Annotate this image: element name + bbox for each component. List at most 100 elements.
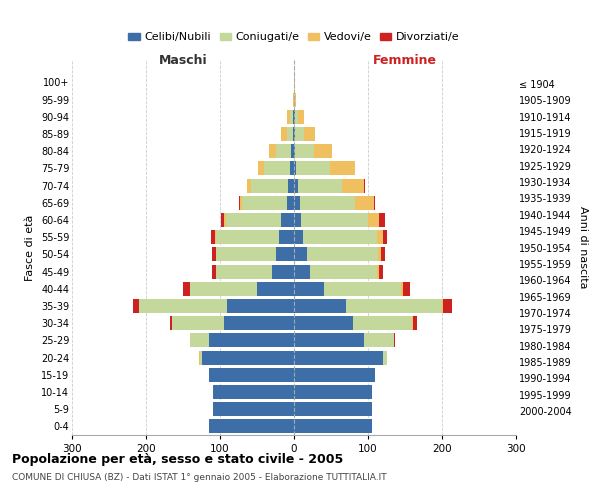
Bar bbox=[346, 299, 442, 313]
Legend: Celibi/Nubili, Coniugati/e, Vedovi/e, Divorziati/e: Celibi/Nubili, Coniugati/e, Vedovi/e, Di… bbox=[124, 28, 464, 47]
Y-axis label: Anni di nascita: Anni di nascita bbox=[578, 206, 589, 289]
Bar bbox=[294, 230, 303, 244]
Bar bbox=[294, 264, 310, 278]
Text: Femmine: Femmine bbox=[373, 54, 437, 67]
Bar bbox=[295, 144, 314, 158]
Bar bbox=[212, 402, 294, 416]
Bar bbox=[355, 196, 374, 210]
Bar bbox=[301, 213, 368, 227]
Bar bbox=[215, 248, 216, 262]
Bar bbox=[379, 213, 385, 227]
Bar bbox=[443, 299, 452, 313]
Bar bbox=[353, 316, 412, 330]
Bar bbox=[294, 402, 372, 416]
Bar bbox=[212, 248, 215, 262]
Bar bbox=[294, 368, 376, 382]
Bar bbox=[281, 213, 294, 227]
Bar bbox=[269, 144, 276, 158]
Bar bbox=[281, 127, 287, 141]
Bar bbox=[170, 316, 172, 330]
Bar bbox=[215, 264, 216, 278]
Bar bbox=[212, 385, 294, 399]
Bar bbox=[303, 230, 377, 244]
Bar bbox=[379, 264, 383, 278]
Bar bbox=[314, 144, 332, 158]
Bar bbox=[294, 282, 323, 296]
Bar bbox=[216, 248, 275, 262]
Bar bbox=[200, 350, 202, 364]
Bar bbox=[294, 420, 372, 434]
Bar bbox=[247, 178, 251, 192]
Bar bbox=[227, 299, 294, 313]
Bar bbox=[294, 110, 295, 124]
Bar bbox=[216, 230, 279, 244]
Bar bbox=[383, 230, 386, 244]
Bar bbox=[307, 248, 377, 262]
Bar bbox=[364, 334, 394, 347]
Bar bbox=[294, 299, 346, 313]
Bar bbox=[294, 178, 298, 192]
Bar bbox=[279, 230, 294, 244]
Bar bbox=[310, 264, 377, 278]
Bar bbox=[364, 178, 365, 192]
Bar bbox=[215, 230, 216, 244]
Bar bbox=[209, 368, 294, 382]
Bar bbox=[294, 162, 296, 175]
Bar bbox=[294, 350, 383, 364]
Bar bbox=[295, 92, 296, 106]
Bar bbox=[294, 92, 295, 106]
Bar bbox=[287, 127, 293, 141]
Bar bbox=[287, 110, 290, 124]
Bar bbox=[287, 196, 294, 210]
Bar bbox=[239, 196, 240, 210]
Bar bbox=[413, 316, 417, 330]
Bar bbox=[300, 196, 355, 210]
Bar bbox=[294, 144, 295, 158]
Bar bbox=[209, 420, 294, 434]
Bar bbox=[217, 264, 272, 278]
Bar bbox=[293, 127, 294, 141]
Bar bbox=[226, 213, 281, 227]
Bar bbox=[242, 196, 287, 210]
Bar bbox=[276, 144, 291, 158]
Y-axis label: Fasce di età: Fasce di età bbox=[25, 214, 35, 280]
Bar bbox=[368, 213, 379, 227]
Text: Popolazione per età, sesso e stato civile - 2005: Popolazione per età, sesso e stato civil… bbox=[12, 452, 343, 466]
Text: Maschi: Maschi bbox=[158, 54, 208, 67]
Bar bbox=[272, 264, 294, 278]
Bar bbox=[382, 248, 385, 262]
Bar bbox=[294, 127, 295, 141]
Bar bbox=[403, 282, 410, 296]
Bar bbox=[251, 178, 288, 192]
Bar bbox=[293, 110, 294, 124]
Bar bbox=[212, 264, 215, 278]
Bar bbox=[295, 110, 298, 124]
Bar bbox=[265, 162, 290, 175]
Bar bbox=[394, 334, 395, 347]
Bar bbox=[442, 299, 443, 313]
Bar bbox=[294, 385, 372, 399]
Bar bbox=[329, 162, 355, 175]
Bar bbox=[323, 282, 401, 296]
Bar bbox=[412, 316, 413, 330]
Bar bbox=[296, 162, 329, 175]
Bar bbox=[221, 213, 224, 227]
Bar bbox=[377, 248, 382, 262]
Bar bbox=[290, 162, 294, 175]
Bar bbox=[294, 248, 307, 262]
Bar bbox=[295, 127, 304, 141]
Bar bbox=[304, 127, 315, 141]
Bar bbox=[190, 282, 257, 296]
Bar bbox=[294, 334, 364, 347]
Text: COMUNE DI CHIUSA (BZ) - Dati ISTAT 1° gennaio 2005 - Elaborazione TUTTITALIA.IT: COMUNE DI CHIUSA (BZ) - Dati ISTAT 1° ge… bbox=[12, 472, 386, 482]
Bar bbox=[211, 230, 215, 244]
Bar bbox=[377, 230, 383, 244]
Bar bbox=[209, 334, 294, 347]
Bar bbox=[202, 350, 294, 364]
Bar bbox=[199, 350, 200, 364]
Bar bbox=[290, 110, 293, 124]
Bar bbox=[139, 299, 227, 313]
Bar bbox=[291, 144, 294, 158]
Bar bbox=[183, 282, 190, 296]
Bar bbox=[294, 196, 300, 210]
